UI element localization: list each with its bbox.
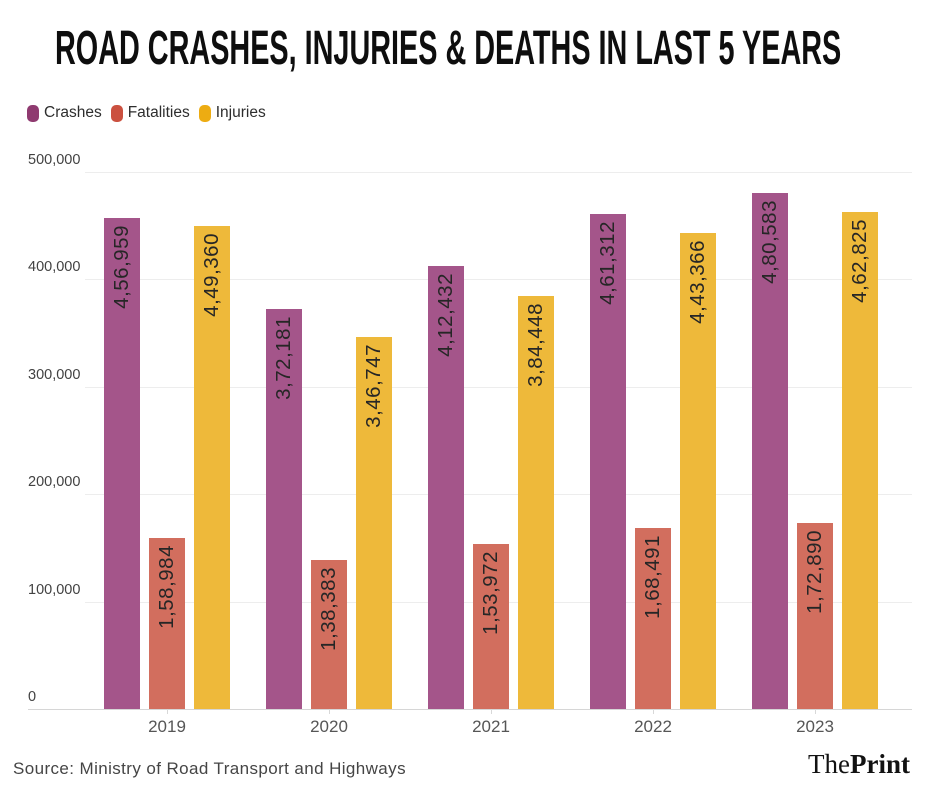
legend-label: Injuries	[215, 104, 266, 121]
legend-swatch-injuries	[198, 104, 211, 122]
legend-item-fatalities: Fatalities	[110, 104, 190, 122]
bar-value-injuries-2021: 3,84,448	[524, 303, 547, 387]
xtick-2020	[329, 709, 330, 714]
logo-print: Print	[850, 749, 910, 779]
bar-value-injuries-2020: 3,46,747	[362, 343, 385, 428]
bar-fatalities-2023: 1,72,890	[797, 523, 833, 709]
bar-fatalities-2022: 1,68,491	[635, 528, 671, 709]
year-label-2019: 2019	[148, 717, 186, 736]
bar-injuries-2021: 3,84,448	[518, 296, 554, 709]
year-label-2023: 2023	[796, 717, 834, 736]
gridline-500000	[85, 172, 912, 173]
legend-item-injuries: Injuries	[198, 104, 266, 122]
bar-crashes-2023: 4,80,583	[752, 192, 788, 709]
bar-value-injuries-2019: 4,49,360	[200, 233, 223, 318]
gridline-300000	[85, 386, 912, 388]
bar-injuries-2023: 4,62,825	[842, 211, 878, 709]
legend-item-crashes: Crashes	[27, 104, 102, 122]
bar-value-fatalities-2023: 1,72,890	[803, 530, 826, 615]
bar-fatalities-2019: 1,58,984	[149, 538, 185, 709]
bar-fatalities-2020: 1,38,383	[311, 560, 347, 709]
chart-title: ROAD CRASHES, INJURIES & DEATHS IN LAST …	[55, 22, 842, 75]
bar-value-fatalities-2019: 1,58,984	[155, 545, 178, 630]
theprint-logo: ThePrint	[808, 749, 910, 780]
bar-value-crashes-2020: 3,72,181	[272, 316, 295, 401]
xtick-2023	[815, 709, 816, 714]
xtick-2021	[491, 709, 492, 714]
ytick-label-500000: 500,000	[28, 152, 81, 168]
ytick-label-300000: 300,000	[28, 366, 81, 383]
ytick-label-200000: 200,000	[28, 474, 81, 491]
bar-injuries-2019: 4,49,360	[194, 226, 230, 709]
bar-crashes-2020: 3,72,181	[266, 309, 302, 709]
xtick-2022	[653, 709, 654, 714]
legend: Crashes Fatalities Injuries	[27, 104, 266, 122]
bar-value-fatalities-2022: 1,68,491	[641, 535, 664, 619]
source-note: Source: Ministry of Road Transport and H…	[13, 759, 406, 778]
bar-injuries-2022: 4,43,366	[680, 232, 716, 709]
logo-the: The	[808, 749, 850, 779]
gridline-200000	[85, 494, 912, 496]
ytick-label-0: 0	[28, 689, 37, 705]
legend-label: Fatalities	[127, 104, 190, 121]
bar-value-crashes-2023: 4,80,583	[758, 199, 781, 284]
year-label-2022: 2022	[634, 717, 672, 736]
bar-value-fatalities-2020: 1,38,383	[317, 567, 340, 652]
xtick-2019	[167, 709, 168, 714]
bar-crashes-2019: 4,56,959	[104, 218, 140, 709]
gridline-400000	[85, 279, 912, 281]
legend-swatch-fatalities	[110, 104, 123, 122]
year-label-2020: 2020	[310, 717, 348, 736]
bar-fatalities-2021: 1,53,972	[473, 543, 509, 709]
ytick-label-100000: 100,000	[28, 581, 81, 598]
bar-crashes-2021: 4,12,432	[428, 266, 464, 709]
bar-injuries-2020: 3,46,747	[356, 336, 392, 709]
page-title-wrap: ROAD CRASHES, INJURIES & DEATHS IN LAST …	[55, 22, 928, 75]
bar-crashes-2022: 4,61,312	[590, 213, 626, 709]
bar-value-crashes-2021: 4,12,432	[434, 273, 457, 357]
ytick-label-400000: 400,000	[28, 259, 81, 276]
bar-value-fatalities-2021: 1,53,972	[479, 550, 502, 635]
gridline-0	[28, 709, 912, 710]
bar-value-injuries-2022: 4,43,366	[686, 239, 709, 324]
bar-value-injuries-2023: 4,62,825	[848, 218, 871, 303]
legend-label: Crashes	[44, 104, 102, 121]
bar-value-crashes-2019: 4,56,959	[110, 225, 133, 310]
bar-value-crashes-2022: 4,61,312	[596, 220, 619, 305]
year-label-2021: 2021	[472, 717, 510, 736]
legend-swatch-crashes	[27, 104, 39, 122]
